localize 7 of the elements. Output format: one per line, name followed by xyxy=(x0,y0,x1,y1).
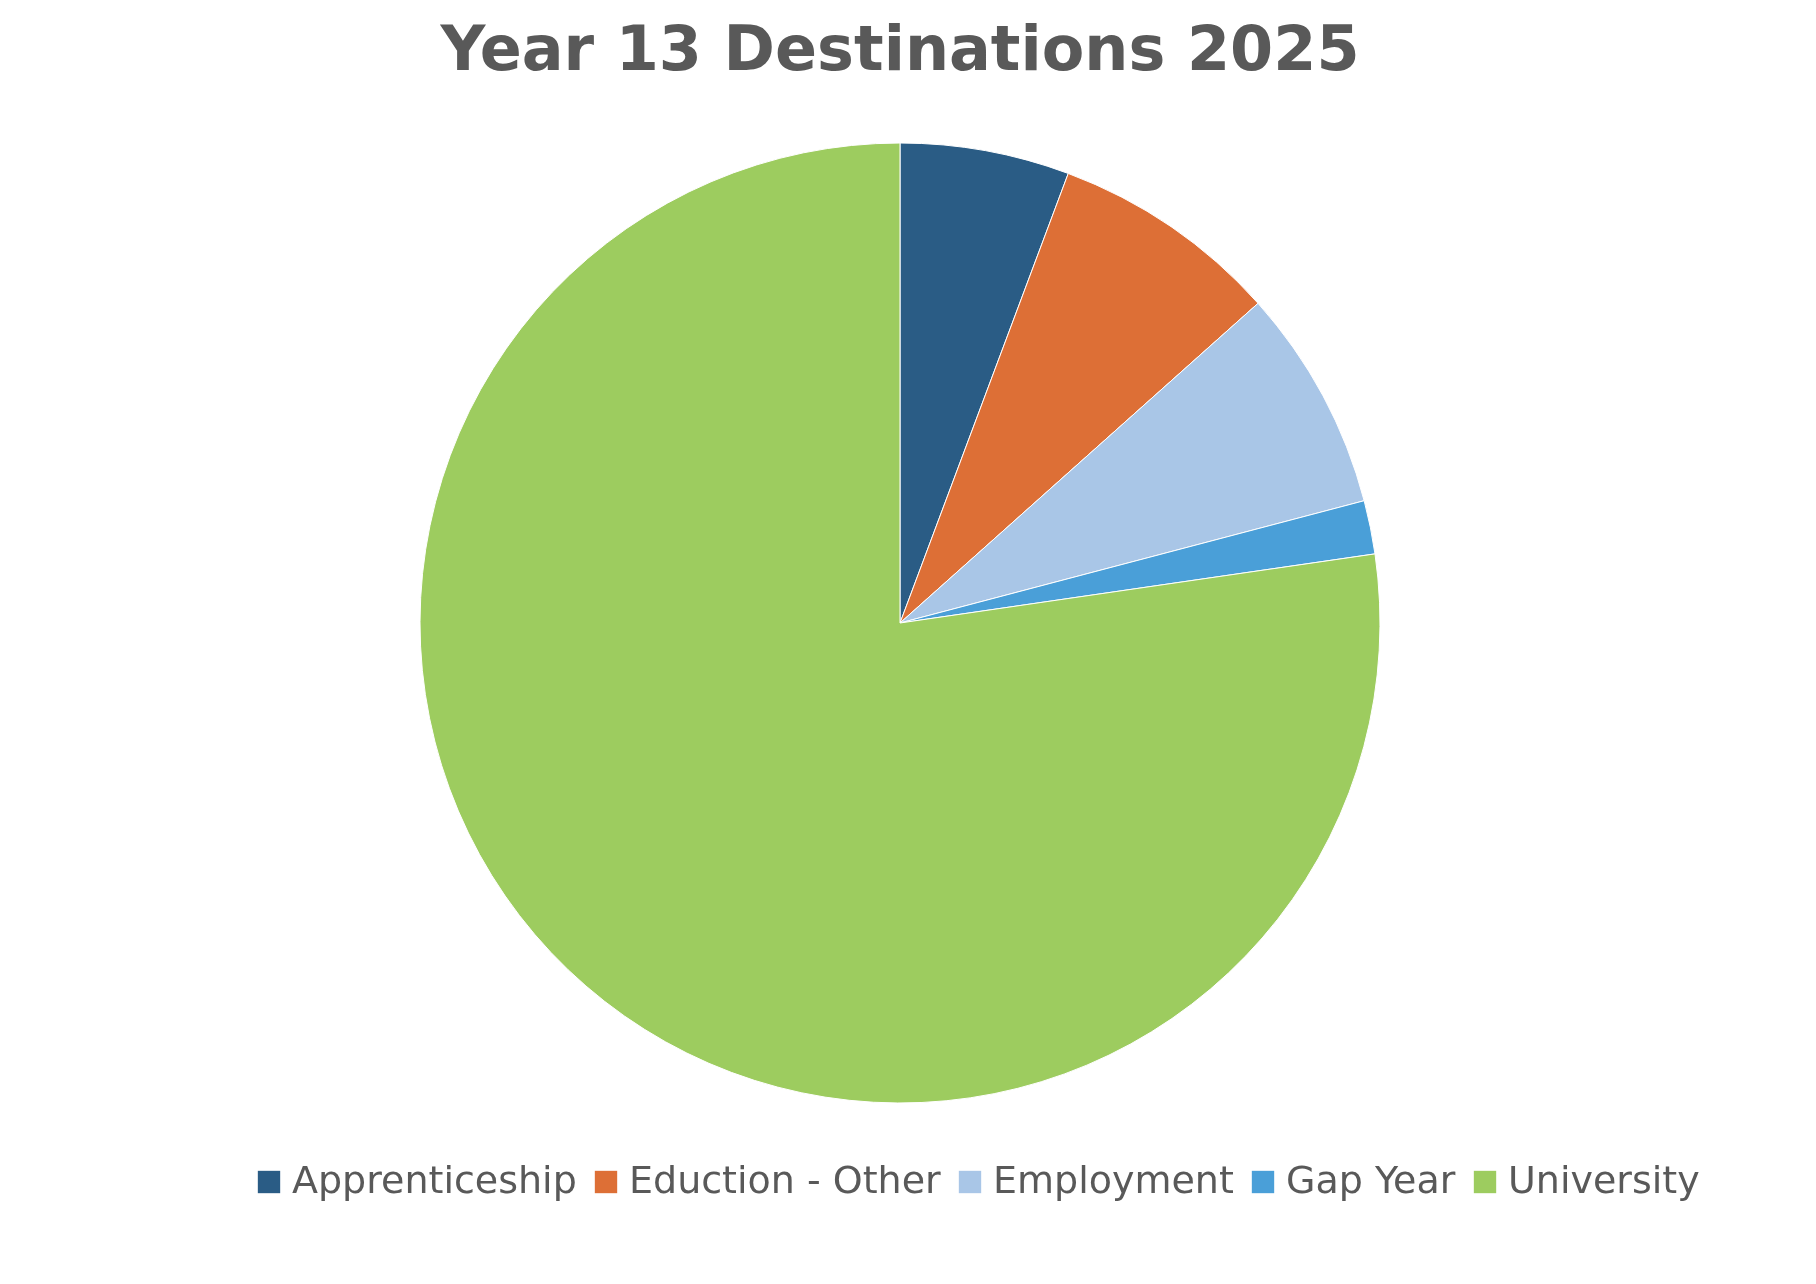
chart-title: Year 13 Destinations 2025 xyxy=(439,12,1360,85)
legend-label: Apprenticeship xyxy=(292,1158,577,1202)
pie-slice xyxy=(419,142,1381,1103)
legend-label: University xyxy=(1508,1158,1700,1202)
legend-label: Eduction - Other xyxy=(629,1158,942,1202)
legend-label: Gap Year xyxy=(1286,1158,1456,1202)
legend-label: Employment xyxy=(993,1158,1234,1202)
